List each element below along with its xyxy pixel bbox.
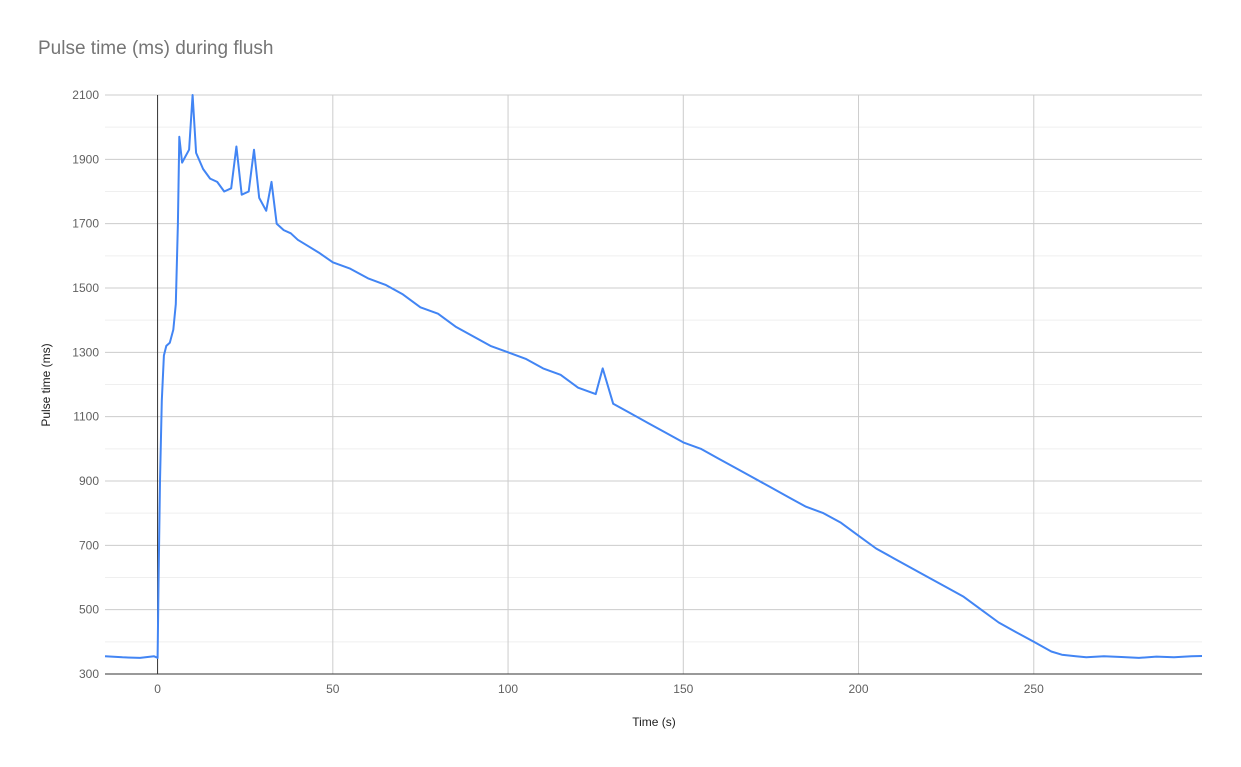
- y-tick-label: 700: [79, 538, 99, 552]
- grid-lines: [105, 94, 1202, 675]
- x-tick-label: 250: [1024, 682, 1044, 696]
- x-tick-label: 150: [673, 682, 693, 696]
- chart-title: Pulse time (ms) during flush: [38, 38, 274, 59]
- y-tick-label: 500: [79, 603, 99, 617]
- x-tick-label: 50: [326, 682, 340, 696]
- x-tick-label: 100: [498, 682, 518, 696]
- y-tick-label: 900: [79, 474, 99, 488]
- x-tick-label: 0: [154, 682, 161, 696]
- y-tick-label: 2100: [72, 88, 99, 102]
- y-tick-label: 1100: [73, 410, 99, 424]
- y-tick-label: 300: [79, 667, 99, 681]
- series-layer: [104, 94, 1203, 659]
- x-axis-title: Time (s): [632, 715, 676, 729]
- y-axis-title: Pulse time (ms): [39, 343, 53, 426]
- y-tick-label: 1300: [72, 345, 99, 359]
- tick-labels: 300 500 700 900 1100 1300 1500 1700 1900 2100 0 50 1…: [72, 88, 1044, 696]
- y-tick-label: 1700: [72, 217, 99, 231]
- series-line: [104, 94, 1203, 659]
- y-tick-label: 1900: [72, 152, 99, 166]
- x-tick-label: 200: [849, 682, 869, 696]
- y-tick-label: 1500: [72, 281, 99, 295]
